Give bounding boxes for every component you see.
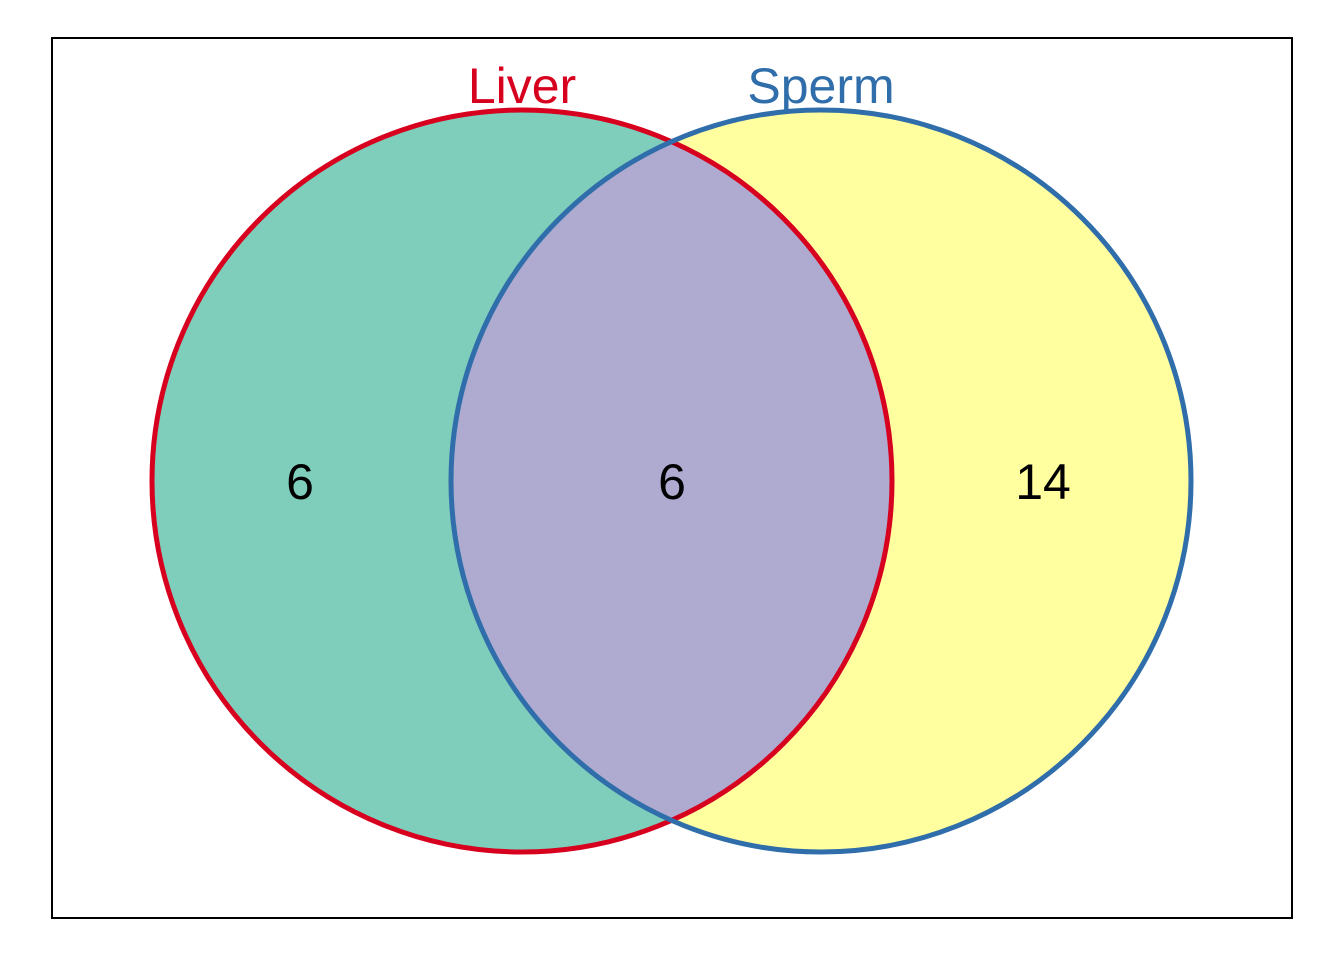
- liver-circle-outline: [149, 107, 895, 855]
- intersection-count: 6: [658, 454, 686, 510]
- sperm-circle-outline: [448, 107, 1194, 855]
- sperm-set-label: Sperm: [747, 58, 894, 114]
- overlap-region: [451, 110, 892, 852]
- liver-set-label: Liver: [468, 58, 576, 114]
- sperm-only-count: 14: [1015, 454, 1071, 510]
- liver-only-count: 6: [286, 454, 314, 510]
